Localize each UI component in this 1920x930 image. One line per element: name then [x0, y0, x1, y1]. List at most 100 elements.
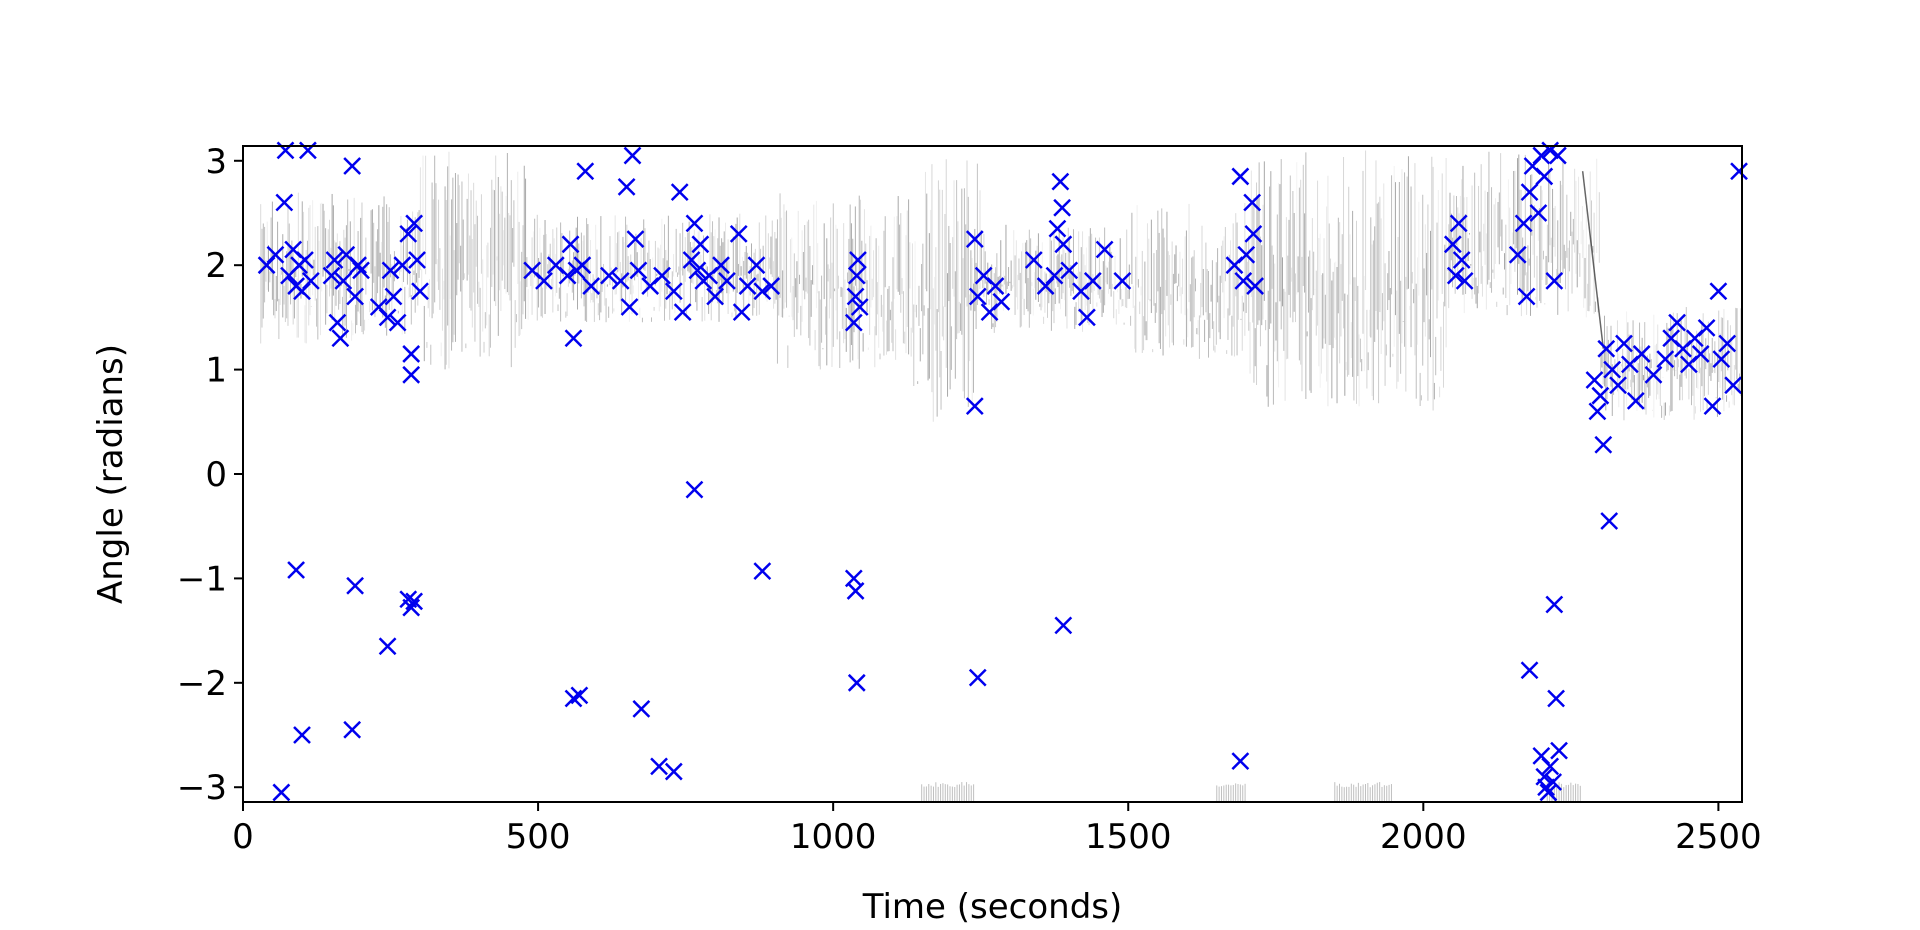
data-point — [968, 287, 987, 306]
data-point — [405, 592, 424, 611]
x-axis-label: Time (seconds) — [862, 887, 1123, 927]
data-point — [850, 298, 869, 316]
data-point — [673, 303, 692, 322]
data-point — [688, 261, 707, 280]
data-point — [626, 230, 645, 248]
y-axis-ticks: −3 −2 −1 0 1 2 3 — [177, 142, 243, 808]
data-point — [388, 313, 407, 332]
data-point — [732, 303, 751, 322]
data-point — [965, 397, 984, 416]
data-point — [1078, 308, 1096, 327]
data-point — [691, 235, 710, 254]
y-tick-label: −2 — [177, 664, 227, 704]
data-point — [632, 700, 651, 718]
data-point — [1024, 251, 1043, 269]
data-point — [573, 256, 592, 275]
data-point — [968, 668, 987, 687]
data-point — [384, 287, 403, 306]
data-point — [1691, 345, 1710, 363]
data-point — [325, 251, 344, 269]
y-tick-label: 1 — [205, 351, 227, 391]
data-point — [1060, 261, 1079, 280]
data-point — [664, 762, 683, 781]
data-point — [558, 266, 577, 285]
data-point — [1712, 350, 1731, 369]
data-markers — [257, 141, 1748, 802]
data-point — [346, 287, 365, 306]
data-point — [349, 256, 367, 275]
data-point — [1703, 397, 1722, 416]
data-point — [296, 251, 314, 269]
data-point — [611, 271, 630, 290]
data-point — [378, 637, 397, 656]
data-point — [328, 313, 347, 332]
data-point — [570, 686, 589, 705]
data-point — [664, 282, 683, 301]
data-point — [1656, 350, 1675, 369]
data-point — [402, 345, 421, 363]
data-point — [1508, 245, 1527, 264]
data-point — [1615, 334, 1633, 353]
data-point — [266, 245, 285, 264]
data-point — [1541, 757, 1560, 776]
data-point — [706, 287, 725, 306]
data-point — [685, 480, 704, 499]
data-point — [343, 720, 362, 739]
trace-stroke — [1581, 171, 1605, 349]
data-point — [1632, 345, 1651, 363]
data-point — [293, 726, 311, 744]
x-tick-label: 1500 — [1085, 817, 1172, 857]
data-point — [1545, 271, 1564, 290]
y-tick-label: 3 — [205, 142, 227, 182]
data-point — [965, 230, 984, 248]
data-point — [847, 673, 866, 692]
data-point — [1449, 214, 1468, 233]
data-point — [275, 193, 294, 212]
data-point — [1603, 360, 1622, 379]
data-point — [1053, 198, 1072, 217]
data-point — [1048, 219, 1067, 238]
data-point — [1724, 376, 1743, 395]
data-point — [1594, 435, 1613, 454]
data-point — [272, 783, 291, 802]
data-point — [1452, 251, 1471, 269]
y-tick-label: −3 — [177, 768, 227, 808]
x-tick-label: 0 — [232, 817, 254, 857]
data-point — [346, 576, 365, 595]
data-point — [1234, 271, 1253, 290]
data-point — [1054, 235, 1073, 254]
data-point — [287, 561, 305, 579]
data-point — [1547, 689, 1565, 708]
data-point — [1545, 595, 1564, 614]
data-point — [600, 266, 618, 285]
data-point — [1609, 376, 1627, 395]
data-point — [1231, 167, 1250, 186]
data-point — [849, 251, 867, 269]
data-point — [378, 308, 397, 327]
data-point — [1095, 240, 1114, 259]
x-tick-label: 500 — [506, 817, 571, 857]
data-point — [729, 224, 748, 243]
data-point — [352, 261, 370, 280]
x-tick-label: 2500 — [1675, 817, 1762, 857]
data-point — [1231, 752, 1250, 770]
data-point — [1455, 271, 1474, 290]
data-point — [753, 282, 772, 301]
data-point — [331, 329, 350, 348]
data-point — [393, 256, 412, 275]
data-point — [1532, 146, 1551, 165]
y-tick-label: 0 — [205, 455, 227, 495]
data-point — [405, 214, 424, 233]
data-point — [334, 271, 353, 290]
data-point — [1244, 224, 1263, 243]
data-point — [762, 277, 781, 295]
data-point — [1246, 277, 1265, 295]
data-point — [1600, 512, 1619, 530]
data-point — [753, 562, 772, 580]
x-axis-ticks: 0 500 1000 1500 2000 2500 — [232, 802, 1762, 857]
x-tick-label: 2000 — [1380, 817, 1467, 857]
data-point — [846, 582, 865, 600]
data-point — [301, 271, 320, 290]
data-point — [986, 277, 1005, 295]
